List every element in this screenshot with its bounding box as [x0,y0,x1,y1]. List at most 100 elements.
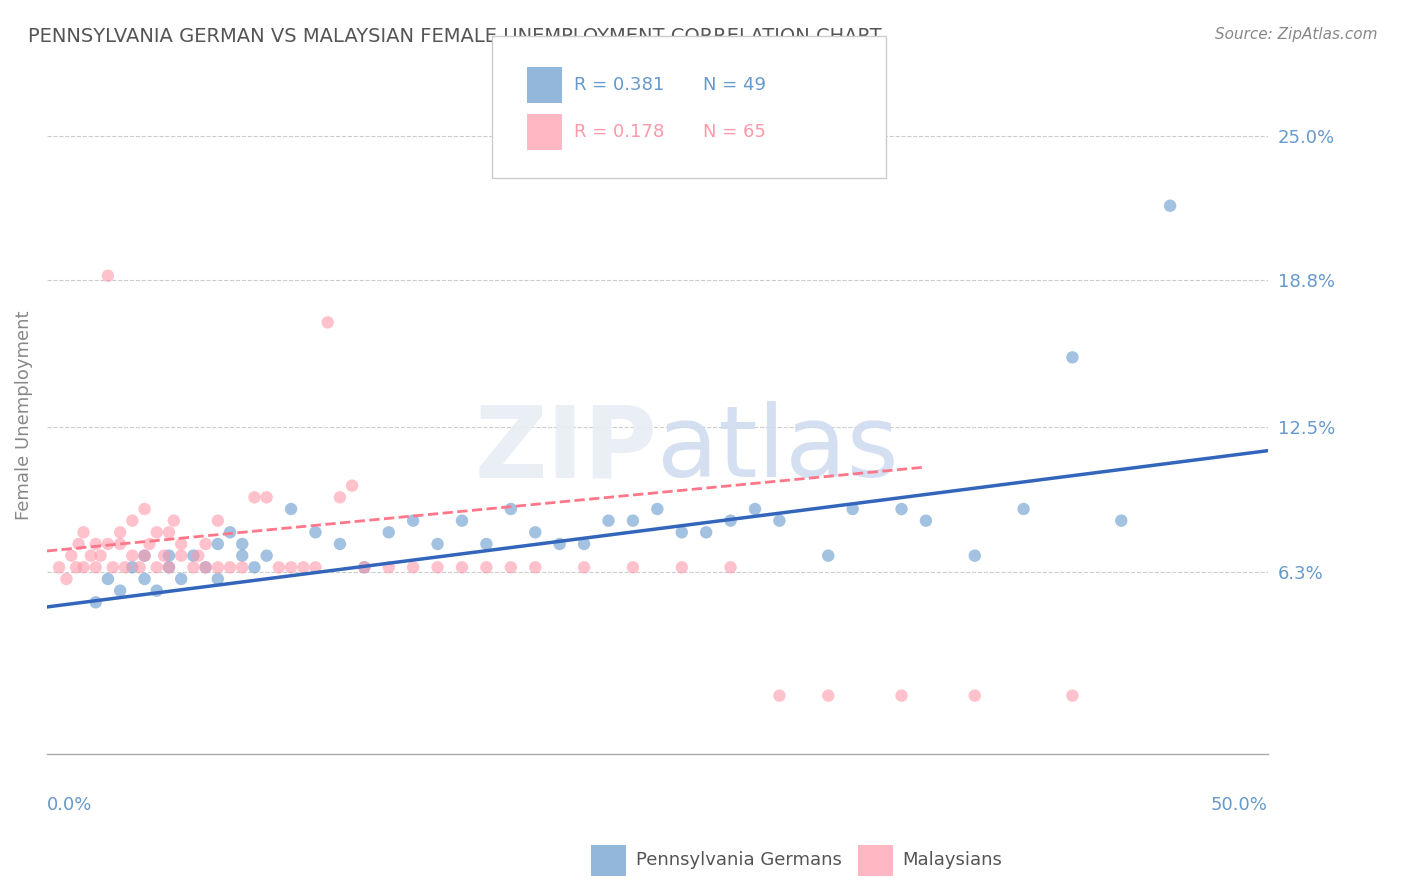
Point [231,549,253,563]
Point [134,549,156,563]
Text: Source: ZipAtlas.com: Source: ZipAtlas.com [1215,27,1378,42]
Text: atlas: atlas [658,401,898,498]
Point [598,514,620,528]
Point [1159,199,1181,213]
Point [768,514,790,528]
Point [243,491,266,505]
Point [1012,502,1035,516]
Point [647,502,669,516]
Point [108,583,131,598]
Point [340,478,363,492]
Y-axis label: Female Unemployment: Female Unemployment [15,311,32,520]
Point [72,525,94,540]
Point [84,537,107,551]
Point [157,525,180,540]
Point [65,560,87,574]
Point [231,560,253,574]
Point [231,537,253,551]
Point [163,514,186,528]
Point [108,537,131,551]
Point [499,560,522,574]
Text: N = 65: N = 65 [703,123,766,141]
Point [304,525,326,540]
Point [170,549,193,563]
Point [243,560,266,574]
Point [292,560,315,574]
Point [499,502,522,516]
Point [304,560,326,574]
Point [426,537,449,551]
Point [121,514,143,528]
Point [841,502,863,516]
Point [353,560,375,574]
Point [97,572,120,586]
Point [134,549,156,563]
Text: Pennsylvania Germans: Pennsylvania Germans [636,851,841,869]
Text: R = 0.178: R = 0.178 [574,123,664,141]
Point [84,560,107,574]
Text: R = 0.381: R = 0.381 [574,76,664,94]
Point [329,537,352,551]
Point [256,491,278,505]
Point [524,525,547,540]
Point [194,537,217,551]
Point [134,502,156,516]
Point [963,549,986,563]
Point [256,549,278,563]
Point [157,560,180,574]
Point [146,525,169,540]
Point [267,560,290,574]
Point [377,560,399,574]
Point [72,560,94,574]
Point [183,549,205,563]
Point [280,560,302,574]
Point [157,560,180,574]
Point [108,525,131,540]
Point [121,560,143,574]
Point [134,572,156,586]
Point [572,537,595,551]
Point [170,537,193,551]
Point [695,525,717,540]
Point [890,689,912,703]
Point [720,560,742,574]
Point [817,689,839,703]
Point [768,689,790,703]
Text: Malaysians: Malaysians [903,851,1002,869]
Point [55,572,77,586]
Point [744,502,766,516]
Point [194,560,217,574]
Point [402,560,425,574]
Point [146,560,169,574]
Point [621,514,644,528]
Point [890,502,912,516]
Point [426,560,449,574]
Point [207,560,229,574]
Point [963,689,986,703]
Point [183,560,205,574]
Point [207,537,229,551]
Point [353,560,375,574]
Point [572,560,595,574]
Point [90,549,112,563]
Point [170,572,193,586]
Point [114,560,136,574]
Point [67,537,90,551]
Point [48,560,70,574]
Point [153,549,176,563]
Point [194,560,217,574]
Point [621,560,644,574]
Point [1109,514,1132,528]
Text: 0.0%: 0.0% [46,796,93,814]
Point [1062,689,1084,703]
Point [329,491,352,505]
Point [475,537,498,551]
Point [524,560,547,574]
Point [451,560,474,574]
Point [720,514,742,528]
Point [219,525,242,540]
Point [671,560,693,574]
Point [121,549,143,563]
Text: ZIP: ZIP [474,401,658,498]
Point [97,537,120,551]
